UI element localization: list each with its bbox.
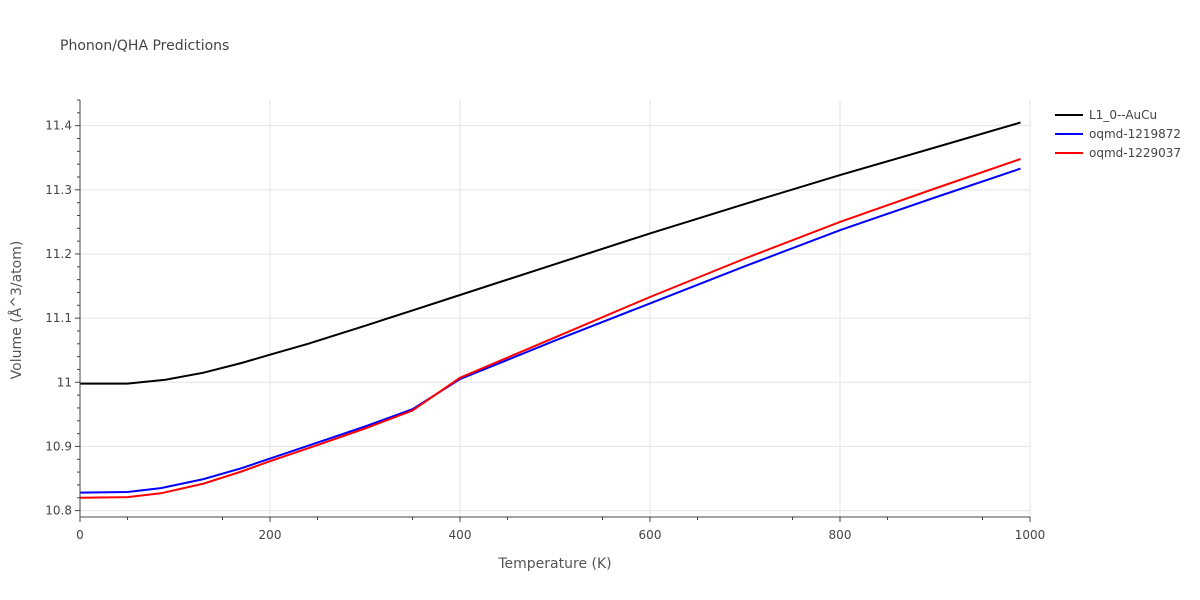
series-line-2 <box>79 167 1021 494</box>
grid <box>80 100 1031 517</box>
y-tick-label: 10.9 <box>45 439 72 453</box>
series-line-3 <box>79 158 1021 499</box>
y-tick-label: 11 <box>57 375 72 389</box>
y-tick-label: 11.1 <box>45 311 72 325</box>
y-tick-label: 11.4 <box>45 119 72 133</box>
x-tick-label: 1000 <box>1015 528 1046 542</box>
series-line-1 <box>80 121 1021 385</box>
x-tick-label: 0 <box>76 528 84 542</box>
x-tick-label: 400 <box>449 528 472 542</box>
y-axis-label: Volume (Å^3/atom) <box>8 241 25 380</box>
x-axis-label: Temperature (K) <box>497 556 611 572</box>
legend-label[interactable]: oqmd-1229037 <box>1089 146 1181 160</box>
y-tick-label: 11.3 <box>45 183 72 197</box>
x-tick-label: 200 <box>259 528 282 542</box>
legend-label[interactable]: L1_0--AuCu <box>1089 108 1157 122</box>
chart-title: Phonon/QHA Predictions <box>60 38 229 54</box>
x-tick-label: 600 <box>639 528 662 542</box>
legend[interactable]: L1_0--AuCu oqmd-1219872 oqmd-1229037 <box>1055 108 1181 160</box>
y-tick-label: 10.8 <box>45 504 72 518</box>
x-tick-label: 800 <box>829 528 852 542</box>
axes: 0 200 400 600 800 1000 10.8 10.9 11 11.1 11.2 11.3 1… <box>45 99 1046 542</box>
series-lines <box>79 121 1021 499</box>
y-tick-label: 11.2 <box>45 247 72 261</box>
legend-label[interactable]: oqmd-1219872 <box>1089 127 1181 141</box>
